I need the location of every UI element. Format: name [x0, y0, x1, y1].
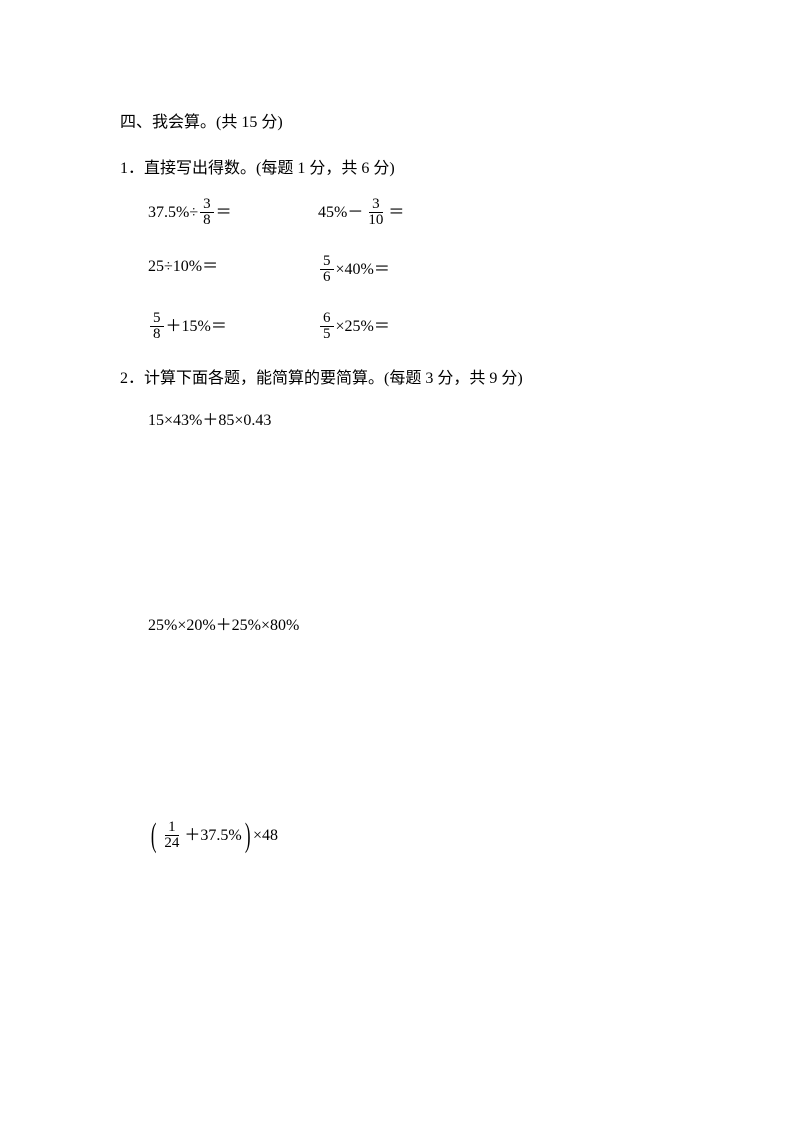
problem-cell: 5 6 ×40%＝: [318, 248, 488, 285]
expr-text: 37.5%÷: [148, 200, 198, 226]
fraction-numerator: 6: [320, 311, 334, 327]
expr-text: ＝: [216, 200, 232, 226]
fraction-numerator: 1: [165, 820, 179, 836]
fraction: 5 8: [150, 311, 164, 342]
right-bracket-icon: ): [245, 819, 251, 853]
expr-text: ＋37.5%: [184, 823, 241, 849]
fraction-denominator: 24: [161, 836, 182, 851]
problem-row: 5 8 ＋15%＝ 6 5 ×25%＝: [148, 305, 673, 342]
calc-problem-2: 25%×20%＋25%×80%: [148, 613, 673, 639]
subsection-1-title: 1．直接写出得数。(每题 1 分，共 6 分): [120, 156, 673, 182]
calc-problem-3: ( 1 24 ＋37.5% ) ×48: [148, 819, 278, 853]
problem-cell: 25÷10%＝: [148, 254, 318, 280]
fraction: 5 6: [320, 254, 334, 285]
left-bracket-icon: (: [151, 819, 157, 853]
fraction: 3 10: [365, 197, 386, 228]
expression: 5 6 ×40%＝: [318, 254, 390, 285]
subsection-2: 2．计算下面各题，能简算的要简算。(每题 3 分，共 9 分) 15×43%＋8…: [120, 366, 673, 854]
problem-cell: 45%－ 3 10 ＝: [318, 197, 488, 228]
fraction-numerator: 5: [320, 254, 334, 270]
expr-text: ＋15%＝: [166, 314, 227, 340]
section-title: 四、我会算。(共 15 分): [120, 110, 673, 136]
expr-text: ＝: [388, 200, 404, 226]
problem-row: 25÷10%＝ 5 6 ×40%＝: [148, 248, 673, 285]
problem-cell: 37.5%÷ 3 8 ＝: [148, 197, 318, 228]
fraction: 1 24: [161, 820, 182, 851]
expression: 37.5%÷ 3 8 ＝: [148, 197, 232, 228]
fraction: 3 8: [200, 197, 214, 228]
calc-problem-1: 15×43%＋85×0.43: [148, 408, 673, 434]
expression: 5 8 ＋15%＝: [148, 311, 227, 342]
expr-text: ×25%＝: [336, 314, 390, 340]
expression: 45%－ 3 10 ＝: [318, 197, 404, 228]
fraction-denominator: 8: [200, 213, 214, 228]
fraction-numerator: 3: [369, 197, 383, 213]
fraction-numerator: 3: [200, 197, 214, 213]
expr-text: ×48: [253, 823, 278, 849]
fraction-denominator: 10: [365, 213, 386, 228]
problem-row: 37.5%÷ 3 8 ＝ 45%－ 3 10 ＝: [148, 197, 673, 228]
expression: 25÷10%＝: [148, 254, 218, 280]
fraction: 6 5: [320, 311, 334, 342]
expr-text: 45%－: [318, 200, 363, 226]
fraction-numerator: 5: [150, 311, 164, 327]
problem-cell: 5 8 ＋15%＝: [148, 305, 318, 342]
expr-text: ×40%＝: [336, 257, 390, 283]
subsection-2-title: 2．计算下面各题，能简算的要简算。(每题 3 分，共 9 分): [120, 366, 673, 392]
expression: 6 5 ×25%＝: [318, 311, 390, 342]
fraction-denominator: 6: [320, 270, 334, 285]
fraction-denominator: 8: [150, 327, 164, 342]
problem-cell: 6 5 ×25%＝: [318, 305, 488, 342]
fraction-denominator: 5: [320, 327, 334, 342]
problems-grid: 37.5%÷ 3 8 ＝ 45%－ 3 10 ＝ 25÷10%＝: [148, 197, 673, 342]
